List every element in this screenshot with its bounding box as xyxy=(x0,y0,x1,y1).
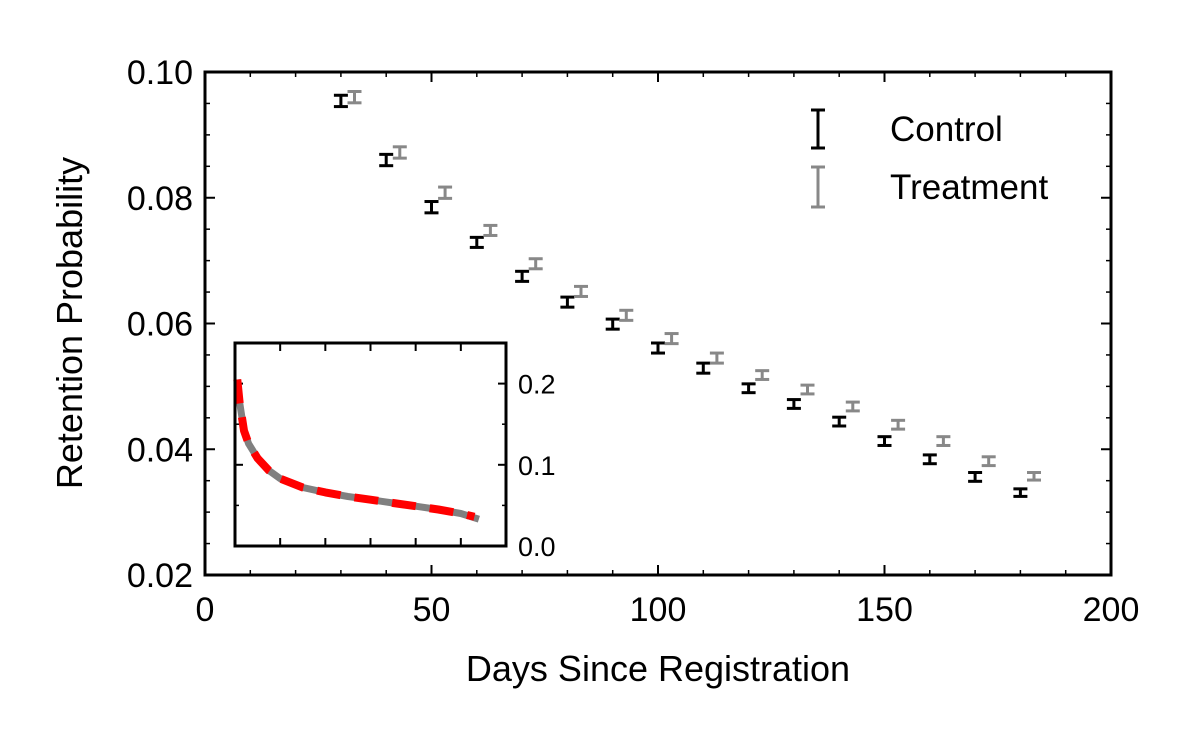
treatment-error-bar xyxy=(936,435,951,447)
treatment-error-bar xyxy=(800,383,815,396)
control-error-bar xyxy=(424,200,439,215)
treatment-error-bar xyxy=(845,400,860,413)
y-tick-label: 0.06 xyxy=(127,306,193,344)
inset-y-tick-label: 0.2 xyxy=(518,370,556,400)
treatment-error-bar xyxy=(483,223,498,237)
control-error-bar xyxy=(515,269,530,283)
inset-frame xyxy=(233,341,508,548)
x-axis-title: Days Since Registration xyxy=(466,648,850,689)
legend-marker-treatment-glyph xyxy=(811,165,825,209)
treatment-error-bar xyxy=(981,455,996,468)
inset-plot: 0.0 0.1 0.2 xyxy=(233,341,556,562)
treatment-error-bar xyxy=(347,89,362,105)
control-error-bar xyxy=(605,317,620,331)
treatment-error-bar xyxy=(664,332,679,346)
control-error-bar xyxy=(1013,487,1028,498)
x-tick-label: 50 xyxy=(413,591,451,629)
control-error-bar xyxy=(651,341,665,355)
treatment-error-bar xyxy=(709,351,724,365)
control-error-bar xyxy=(379,152,394,168)
x-tick-label: 200 xyxy=(1083,591,1140,629)
control-error-bar xyxy=(832,415,847,428)
control-error-bar xyxy=(696,361,711,375)
control-error-bar xyxy=(469,235,484,249)
x-tick-label: 100 xyxy=(630,591,687,629)
control-error-bar xyxy=(877,435,892,447)
control-error-bar xyxy=(333,93,348,109)
treatment-error-bar xyxy=(573,284,588,298)
inset-axis-labels: 0.0 0.1 0.2 xyxy=(518,370,556,562)
treatment-error-bar xyxy=(619,308,634,322)
legend-marker-control xyxy=(811,108,825,150)
y-tick-label: 0.02 xyxy=(127,557,193,595)
main-plot-points xyxy=(333,89,1041,498)
main-plot-frame xyxy=(203,70,1113,577)
legend-marker-treatment xyxy=(811,165,825,209)
legend-label-treatment: Treatment xyxy=(890,168,1048,207)
y-axis-title: Retention Probability xyxy=(49,157,90,489)
control-error-bar xyxy=(741,382,756,395)
treatment-error-bar xyxy=(891,418,906,431)
inset-y-tick-label: 0.1 xyxy=(518,451,556,481)
legend-label-control: Control xyxy=(890,110,1003,149)
legend: Control Treatment xyxy=(811,108,1048,209)
inset-y-tick-label: 0.0 xyxy=(518,532,556,562)
y-tick-label: 0.08 xyxy=(127,180,193,218)
control-error-bar xyxy=(968,471,983,483)
x-tick-label: 0 xyxy=(196,591,215,629)
treatment-error-bar xyxy=(392,145,407,160)
control-error-bar xyxy=(922,453,937,466)
control-error-bar xyxy=(786,398,801,410)
treatment-error-bar xyxy=(755,369,770,381)
legend-marker-control-glyph xyxy=(811,108,825,150)
y-tick-label: 0.04 xyxy=(127,431,193,469)
inset-plot-lines xyxy=(233,379,480,523)
y-tick-label: 0.10 xyxy=(127,54,193,92)
treatment-error-bar xyxy=(438,185,453,200)
treatment-error-bar xyxy=(1026,471,1041,482)
control-error-bar xyxy=(560,295,575,309)
treatment-error-bar xyxy=(528,257,543,271)
x-tick-label: 150 xyxy=(856,591,913,629)
inset-dashed-fit-line xyxy=(233,379,476,521)
main-axis-labels: 0 50 100 150 200 0.02 0.04 0.06 0.08 0.10 xyxy=(127,54,1140,629)
